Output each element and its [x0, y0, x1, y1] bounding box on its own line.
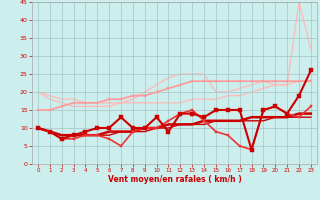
X-axis label: Vent moyen/en rafales ( km/h ): Vent moyen/en rafales ( km/h )	[108, 175, 241, 184]
